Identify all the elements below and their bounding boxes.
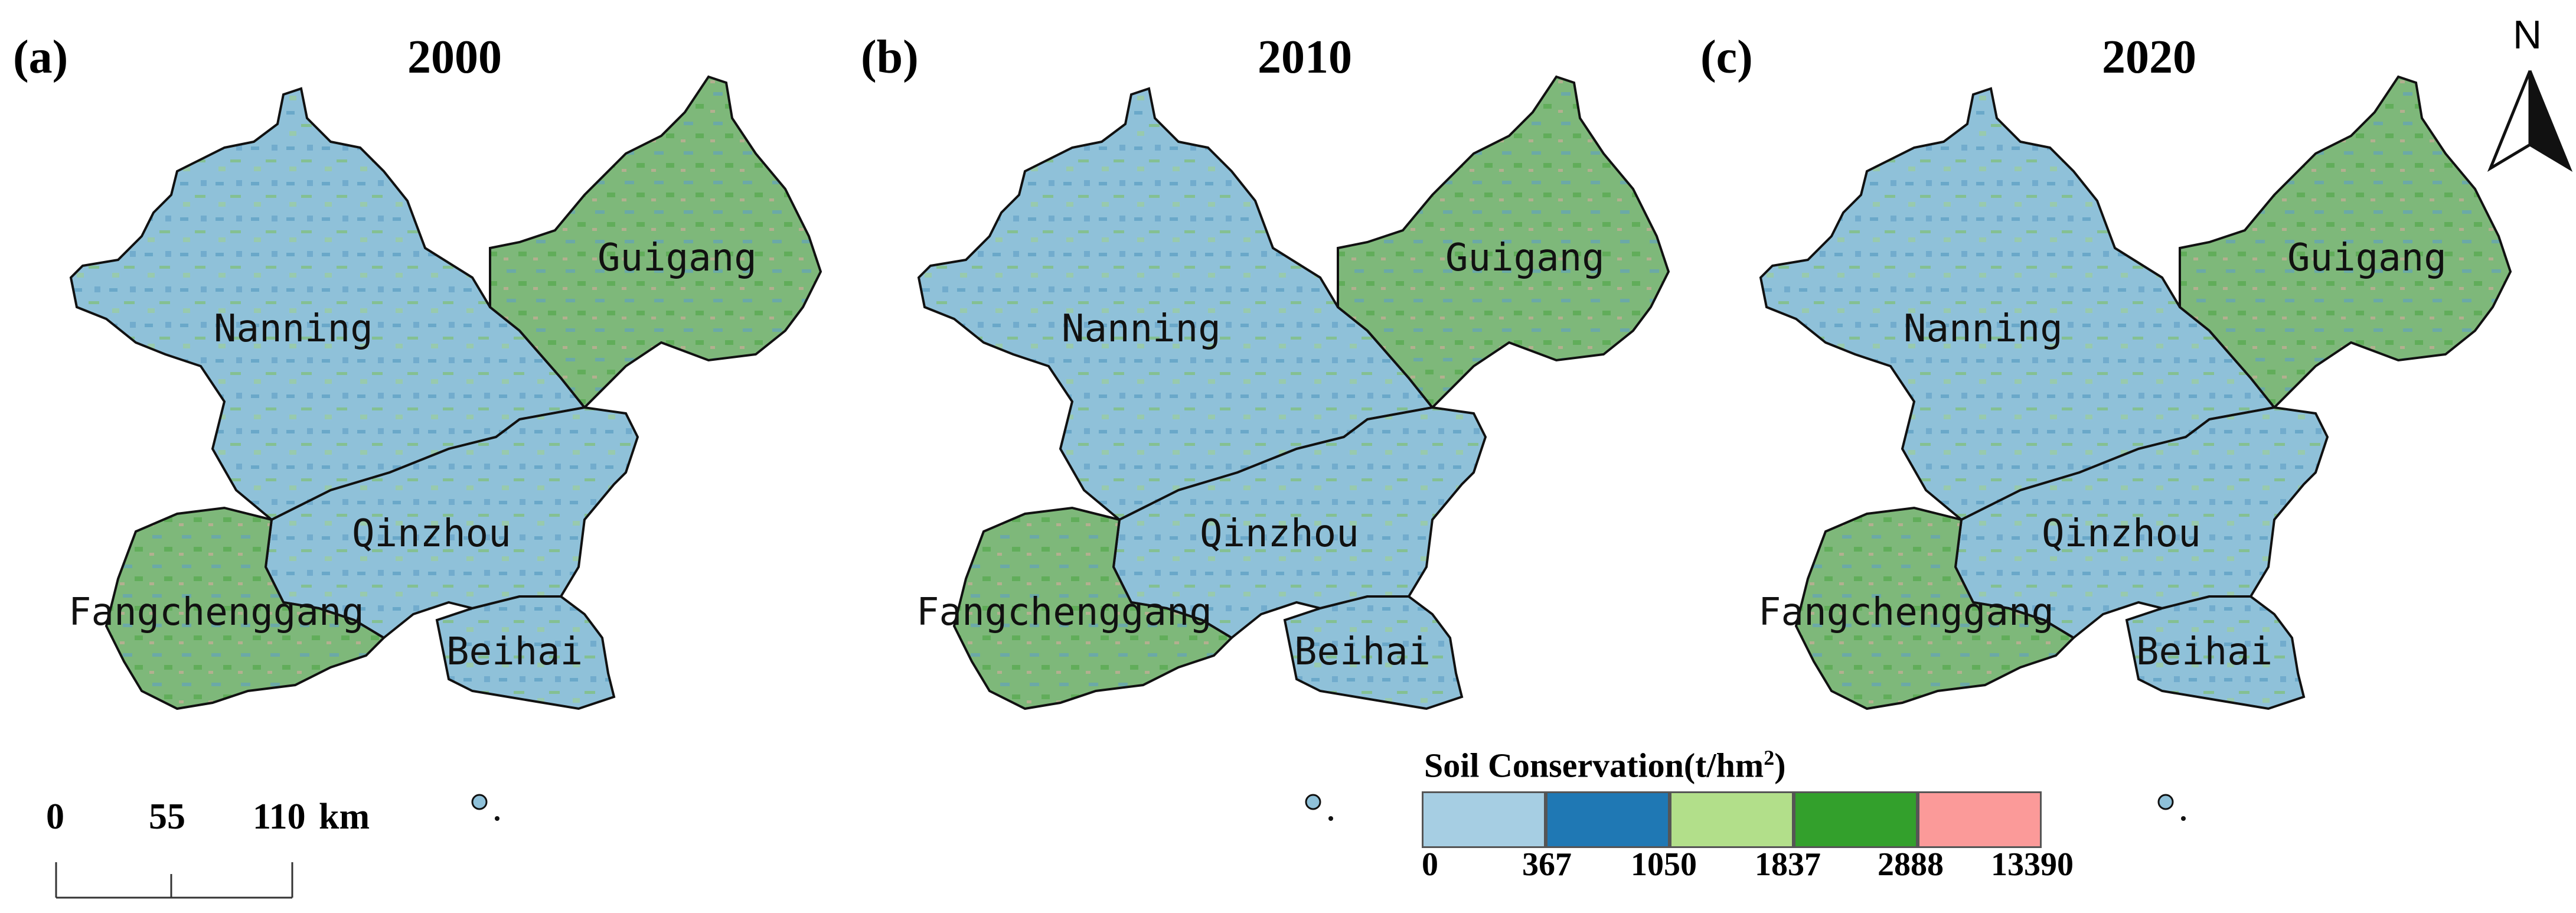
legend-tick-2888: 2888 [1878, 846, 1944, 883]
island-small [495, 816, 499, 821]
legend-title: Soil Conservation(t/hm2) [1424, 746, 1786, 785]
panel-a-letter: (a) [13, 31, 68, 83]
panel-c-letter: (c) [1700, 31, 1753, 83]
label-qinzhou: Qinzhou [2042, 512, 2201, 556]
legend-swatch-4 [1794, 791, 1918, 848]
scale-tick-0: 0 [46, 797, 64, 837]
legend-tick-0: 0 [1422, 846, 1438, 883]
scale-tick-110: 110 [253, 797, 306, 837]
label-nanning: Nanning [1904, 307, 2063, 351]
region-beihai [435, 595, 616, 710]
label-fangchenggang: Fangchenggang [916, 591, 1212, 634]
map-panel-a: Nanning Guigang Qinzhou Fangchenggang Be… [68, 75, 822, 821]
island-large [471, 794, 488, 810]
north-arrow-icon [2487, 70, 2573, 172]
label-guigang: Guigang [598, 236, 757, 280]
legend-tick-1050: 1050 [1631, 846, 1697, 883]
legend-swatch-5 [1918, 791, 2042, 848]
label-guigang: Guigang [2287, 236, 2447, 280]
legend-tick-13390: 13390 [1991, 846, 2074, 883]
scale-unit: km [319, 797, 370, 837]
map-panel-b: Nanning Guigang Qinzhou Fangchenggang Be… [916, 75, 1670, 821]
region-beihai [1283, 595, 1464, 710]
label-fangchenggang: Fangchenggang [68, 591, 364, 634]
region-nanning [1759, 87, 2277, 521]
label-qinzhou: Qinzhou [352, 512, 511, 556]
panel-c-year: 2020 [2102, 31, 2196, 83]
north-label: N [2513, 12, 2542, 57]
scale-bar [55, 862, 293, 899]
label-beihai: Beihai [1294, 630, 1431, 674]
island-large [1305, 794, 1321, 810]
label-nanning: Nanning [214, 307, 373, 351]
legend-swatch-2 [1546, 791, 1670, 848]
region-nanning [69, 87, 587, 521]
label-nanning: Nanning [1062, 307, 1221, 351]
legend-tick-367: 367 [1522, 846, 1572, 883]
legend-swatch-3 [1670, 791, 1794, 848]
map-panel-c: Nanning Guigang Qinzhou Fangchenggang Be… [1758, 75, 2512, 821]
legend-swatch-1 [1422, 791, 1546, 848]
panel-a-year: 2000 [407, 31, 502, 83]
label-qinzhou: Qinzhou [1200, 512, 1359, 556]
legend-tick-1837: 1837 [1755, 846, 1821, 883]
island-small [1328, 816, 1333, 821]
label-beihai: Beihai [2136, 630, 2273, 674]
label-fangchenggang: Fangchenggang [1758, 591, 2054, 634]
region-fangchenggang [105, 506, 386, 710]
island-large [2157, 794, 2174, 810]
label-beihai: Beihai [446, 630, 583, 674]
panel-b-letter: (b) [861, 31, 919, 83]
island-small [2181, 816, 2186, 821]
region-fangchenggang [952, 506, 1234, 710]
scale-tick-55: 55 [149, 797, 185, 837]
region-nanning [917, 87, 1435, 521]
label-guigang: Guigang [1445, 236, 1605, 280]
panel-b-year: 2010 [1258, 31, 1352, 83]
region-beihai [2125, 595, 2306, 710]
region-fangchenggang [1794, 506, 2076, 710]
